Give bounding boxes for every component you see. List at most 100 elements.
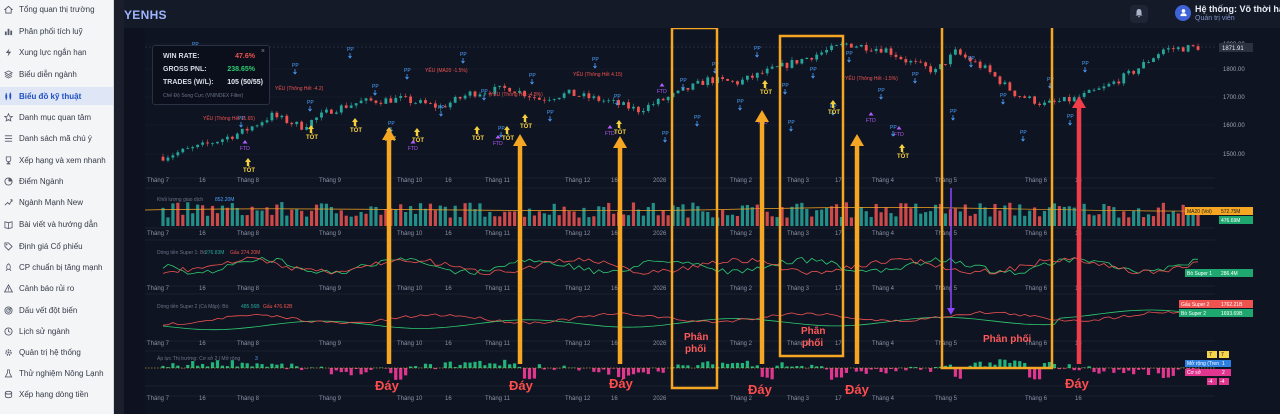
pp-arrow — [615, 100, 619, 106]
volume-bar — [453, 205, 457, 226]
pp-label: PP — [438, 105, 445, 111]
pp-arrow — [308, 106, 312, 112]
volume-bar — [369, 206, 373, 226]
volume-bar — [691, 202, 695, 226]
time-axis-label: 2026 — [653, 286, 667, 292]
candle-body — [745, 75, 749, 80]
close-icon[interactable]: × — [260, 48, 265, 55]
candle-body — [493, 86, 497, 95]
volume-bar — [884, 207, 888, 226]
sidebar-item-9[interactable]: Điểm Ngành — [0, 172, 113, 190]
sidebar-item-15[interactable]: Dấu vết đột biến — [0, 301, 113, 319]
volume-bar — [978, 203, 982, 226]
avatar[interactable] — [1175, 5, 1191, 21]
technical-chart[interactable]: 1900.001800.001700.001600.001500.001871.… — [145, 28, 1280, 414]
pressure-bar — [1003, 359, 1007, 368]
sidebar-item-17[interactable]: Quản trị hệ thống — [0, 343, 113, 361]
ftd-arrow — [242, 140, 248, 144]
win-rate-value: 47.6% — [235, 53, 255, 60]
sidebar-item-14[interactable]: Cảnh báo rủi ro — [0, 279, 113, 297]
sidebar-item-19[interactable]: Xếp hạng dòng tiền — [0, 385, 113, 403]
candle-body — [765, 68, 769, 74]
user-name[interactable]: Hệ thống: Võ thời hạn — [1195, 4, 1280, 14]
sidebar-item-11[interactable]: Bài viết và hướng dẫn — [0, 215, 113, 233]
volume-bar — [626, 215, 631, 226]
pp-label: PP — [890, 125, 897, 131]
candle-body — [983, 65, 987, 68]
sidebar-item-8[interactable]: Xếp hạng và xem nhanh — [0, 151, 113, 169]
pp-label: PP — [712, 62, 719, 68]
pressure-bar — [1176, 368, 1180, 370]
pressure-bar — [884, 368, 888, 374]
pressure-bar — [810, 364, 814, 368]
pp-label: PP — [782, 83, 789, 89]
candle-body — [166, 157, 170, 161]
pp-arrow — [548, 116, 552, 122]
flow1-bear-line — [162, 256, 1199, 275]
time-axis-label: Tháng 5 — [935, 341, 958, 347]
candle-body — [438, 106, 442, 108]
candle-body — [518, 90, 521, 93]
time-axis-label: Tháng 2 — [730, 396, 753, 402]
sidebar-item-18[interactable]: Thử nghiệm Nông Lạnh — [0, 364, 113, 382]
volume-bar — [641, 215, 645, 226]
time-axis-label: Tháng 12 — [565, 396, 591, 402]
flow2-bull-line — [162, 309, 1199, 331]
sidebar-item-label: Cảnh báo rủi ro — [19, 283, 75, 293]
sidebar-item-2[interactable]: Phân phối tích luỹ — [0, 22, 113, 40]
sidebar-item-10[interactable]: Ngành Mạnh New — [0, 193, 113, 211]
sidebar-item-4[interactable]: Biểu diễn ngành — [0, 65, 113, 83]
chart-canvas[interactable]: 1900.001800.001700.001600.001500.001871.… — [145, 28, 1280, 414]
pp-arrow — [482, 95, 486, 101]
sidebar-item-3[interactable]: Xung lực ngắn hạn — [0, 43, 113, 61]
volume-bar — [1156, 207, 1161, 226]
current-price-label: 1871.91 — [1222, 46, 1244, 52]
flow1-tag-value: 286.4M — [1221, 271, 1238, 277]
pressure-bar — [210, 362, 215, 368]
time-axis-label: Tháng 8 — [237, 231, 260, 237]
volume-bar — [988, 216, 992, 226]
volume-bar — [201, 205, 205, 226]
sidebar-item-1[interactable]: Tổng quan thị trường — [0, 0, 113, 18]
sidebar-item-7[interactable]: Danh sách mã chú ý — [0, 129, 113, 147]
time-axis-label: Tháng 9 — [319, 231, 342, 237]
topbar: YENHS Hệ thống: Võ thời hạn Quản trị viê… — [124, 0, 1280, 28]
sidebar-item-13[interactable]: CP chuẩn bị tăng mạnh — [0, 258, 113, 276]
price-tick-label: 1500.00 — [1223, 152, 1245, 158]
notifications-button[interactable] — [1130, 5, 1148, 23]
pressure-bar — [631, 368, 636, 375]
pressure-bar — [1122, 368, 1126, 374]
candle-body — [216, 141, 219, 144]
candle-body — [830, 45, 833, 51]
volume-bar — [567, 210, 571, 226]
pp-arrow — [879, 94, 883, 100]
flow1-tag-label: Bò Super 1 — [1187, 271, 1212, 277]
pressure-bar — [1077, 368, 1081, 371]
volume-bar — [359, 211, 363, 226]
sidebar-item-16[interactable]: Lịch sử ngành — [0, 322, 113, 340]
candle-body — [275, 112, 279, 118]
sidebar-item-5[interactable]: Biểu đồ kỹ thuật — [0, 87, 113, 105]
time-axis-label: 2026 — [653, 178, 667, 184]
volume-bar — [433, 210, 437, 226]
bottom-arrow-head — [382, 128, 396, 140]
pressure-bar — [592, 368, 596, 372]
volume-bar — [1003, 205, 1007, 226]
candle-body — [389, 98, 393, 103]
weak-label: YẾU (Thông Hết -4.2) — [275, 85, 324, 92]
candle-body — [998, 76, 1002, 85]
pp-arrow — [695, 121, 699, 127]
candle-body — [325, 109, 328, 113]
pp-label: PP — [292, 63, 299, 69]
time-axis-label: 16 — [611, 178, 618, 184]
candle-body — [800, 59, 804, 64]
candle-body — [374, 100, 378, 103]
sidebar-item-12[interactable]: Định giá Cổ phiếu — [0, 237, 113, 255]
sidebar-item-6[interactable]: Danh mục quan tâm — [0, 108, 113, 126]
pp-arrow — [1083, 67, 1087, 73]
volume-bar — [562, 206, 566, 226]
bottom-label: Đáy — [509, 378, 534, 393]
pressure-bar — [765, 368, 769, 378]
pressure-bar — [864, 368, 868, 374]
volume-bar — [755, 204, 759, 226]
